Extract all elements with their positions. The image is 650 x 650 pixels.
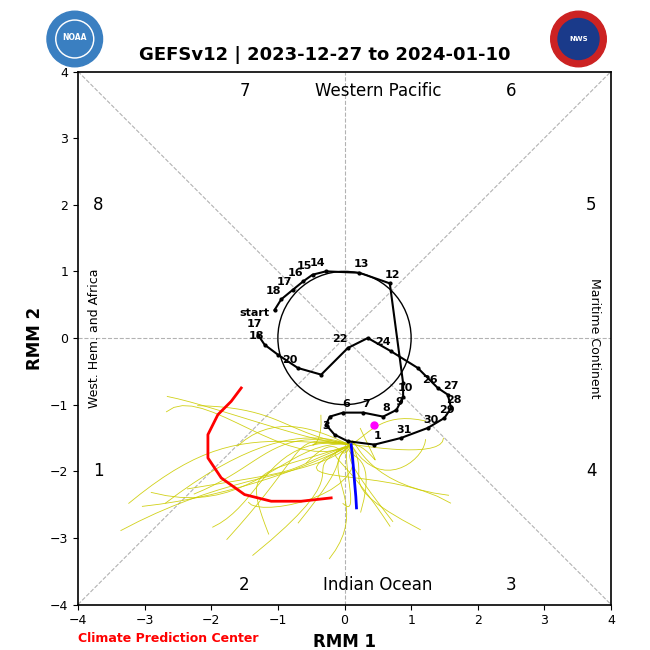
Text: West. Hem. and Africa: West. Hem. and Africa [88,268,101,408]
Text: 12: 12 [385,270,400,280]
Text: NWS: NWS [569,36,588,42]
Text: 16: 16 [287,268,303,278]
Text: 15: 15 [297,261,312,272]
Text: GEFSv12 | 2023-12-27 to 2024-01-10: GEFSv12 | 2023-12-27 to 2024-01-10 [139,46,511,64]
Text: 24: 24 [375,337,391,347]
Text: 3: 3 [506,575,516,593]
Text: 10: 10 [398,384,413,393]
Text: 6: 6 [342,399,350,410]
Text: 1: 1 [373,431,381,441]
Text: Climate Prediction Center: Climate Prediction Center [78,632,259,645]
Text: 18: 18 [265,286,281,296]
Text: 31: 31 [396,424,411,435]
Text: Maritime Continent: Maritime Continent [588,278,601,398]
Text: 18: 18 [249,332,265,341]
Text: 26: 26 [422,374,437,385]
Text: Western Pacific: Western Pacific [315,83,441,101]
Text: 20: 20 [282,355,298,365]
Text: NOAA: NOAA [62,33,87,42]
Ellipse shape [558,18,599,60]
Ellipse shape [47,11,103,67]
X-axis label: RMM 1: RMM 1 [313,633,376,650]
Text: 8: 8 [382,403,390,413]
Text: 6: 6 [506,83,516,101]
Text: 27: 27 [443,382,458,391]
Ellipse shape [56,20,94,58]
Text: 14: 14 [310,258,326,268]
Text: Indian Ocean: Indian Ocean [323,575,432,593]
Text: 22: 22 [332,334,348,344]
Text: 9: 9 [395,396,403,407]
Text: 2: 2 [239,575,250,593]
Text: start
17: start 17 [239,307,270,330]
Ellipse shape [551,11,606,67]
Text: 8: 8 [93,196,103,214]
Ellipse shape [57,21,92,57]
Text: 7: 7 [239,83,250,101]
Y-axis label: RMM 2: RMM 2 [27,306,44,370]
Text: 1: 1 [93,462,103,480]
Text: 4: 4 [586,462,596,480]
Text: 30: 30 [422,415,438,424]
Text: 17: 17 [277,277,292,287]
Text: 3: 3 [322,421,330,432]
Text: 13: 13 [354,259,369,269]
Text: 5: 5 [586,196,596,214]
Text: 28: 28 [446,395,462,404]
Text: 29: 29 [439,404,455,415]
Text: 7: 7 [362,399,370,410]
